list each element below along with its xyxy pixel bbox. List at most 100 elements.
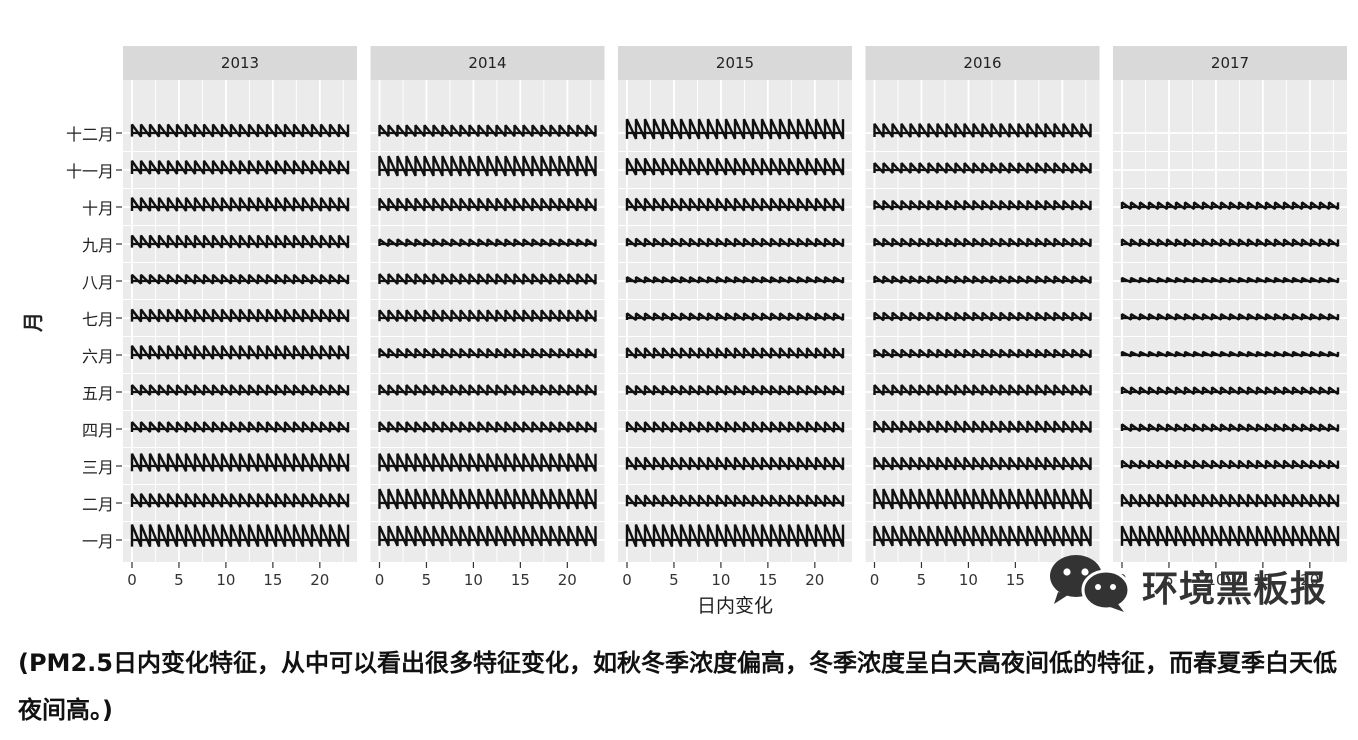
series-line-六月 [378, 347, 597, 359]
panel-2013: 2013 0 5 10 15 20 [123, 46, 357, 589]
facet-strip [618, 46, 852, 80]
series-line-二月 [378, 488, 597, 510]
y-tick-label: 二月 [82, 495, 114, 514]
series-line-三月 [378, 453, 597, 472]
x-tick-label: 15 [1006, 571, 1025, 589]
x-tick-label: 5 [422, 571, 432, 589]
series-line-九月 [130, 234, 350, 249]
series-line-三月 [873, 456, 1092, 471]
series-line-二月 [625, 494, 845, 508]
facet-strip [123, 46, 357, 80]
x-tick-label: 5 [917, 571, 927, 589]
series-line-六月 [130, 345, 350, 360]
facet-strip [865, 46, 1100, 80]
panel-background [618, 80, 852, 562]
series-line-四月 [625, 421, 845, 433]
facet-strip-label: 2013 [221, 54, 259, 72]
x-tick-label: 15 [511, 571, 530, 589]
series-line-四月 [873, 420, 1092, 434]
y-tick-label: 三月 [82, 458, 114, 477]
x-tick-label: 10 [464, 571, 483, 589]
series-line-十一月 [625, 157, 845, 176]
series-line-十月 [625, 197, 845, 212]
facet-strip-label: 2016 [963, 54, 1001, 72]
series-line-七月 [130, 308, 350, 323]
facet-strip-label: 2015 [716, 54, 754, 72]
watermark: 环境黑板报 [1046, 552, 1352, 614]
x-tick-label: 0 [127, 571, 137, 589]
panel-2017: 201705101520 [1113, 46, 1347, 589]
x-tick-label: 20 [805, 571, 824, 589]
series-line-五月 [625, 384, 845, 396]
series-line-四月 [130, 421, 350, 433]
series-line-一月 [130, 524, 350, 548]
x-tick-label: 15 [1253, 571, 1272, 589]
series-line-十月 [378, 197, 597, 212]
series-line-十月 [130, 197, 350, 212]
series-line-十一月 [873, 162, 1092, 174]
series-line-五月 [873, 384, 1092, 396]
series-line-六月 [625, 347, 845, 359]
x-tick-label: 5 [174, 571, 184, 589]
panel-background [865, 80, 1100, 562]
panel-2014: 2014 0 5 10 15 20 [370, 46, 605, 589]
x-tick-label: 20 [310, 571, 329, 589]
x-tick-label: 10 [711, 571, 730, 589]
panel-2015: 2015 0 5 10 15 20 [618, 46, 852, 589]
series-line-十二月 [873, 123, 1092, 138]
series-line-五月 [378, 384, 597, 396]
series-line-五月 [130, 384, 350, 396]
series-line-八月 [130, 273, 350, 285]
x-tick-label: 15 [758, 571, 777, 589]
wechat-icon [1050, 555, 1131, 612]
x-tick-label: 20 [1300, 571, 1319, 589]
series-line-十一月 [378, 155, 597, 177]
series-line-七月 [378, 309, 597, 323]
series-line-十月 [873, 199, 1092, 211]
series-line-十二月 [625, 118, 845, 140]
x-tick-label: 0 [870, 571, 880, 589]
y-tick-label: 七月 [82, 310, 114, 329]
series-line-四月 [378, 421, 597, 433]
x-tick-label: 10 [216, 571, 235, 589]
x-tick-label: 20 [558, 571, 577, 589]
x-tick-label: 5 [669, 571, 679, 589]
x-axis-title: 日内变化 [697, 595, 773, 617]
y-tick-label: 九月 [82, 236, 114, 255]
x-tick-label: 10 [959, 571, 978, 589]
y-axis: 一月 二月 三月 四月 五月 六月 七月 八月 九月 十月 十一月 十二月 [66, 125, 122, 551]
y-tick-label: 十月 [82, 199, 114, 218]
series-line-八月 [378, 273, 597, 285]
y-tick-label: 五月 [82, 384, 114, 403]
facet-strip [1113, 46, 1347, 80]
y-tick-label: 十二月 [66, 125, 114, 144]
y-tick-label: 十一月 [66, 162, 114, 181]
facet-strip-label: 2014 [468, 54, 506, 72]
x-tick-label: 0 [622, 571, 632, 589]
series-line-一月 [1120, 525, 1340, 547]
series-line-一月 [873, 525, 1092, 547]
y-tick-label: 一月 [82, 532, 114, 551]
figure-caption: (PM2.5日内变化特征，从中可以看出很多特征变化，如秋冬季浓度偏高，冬季浓度呈… [18, 649, 1337, 724]
series-line-二月 [130, 493, 350, 508]
y-tick-label: 八月 [82, 273, 114, 292]
series-line-十二月 [378, 124, 597, 138]
x-tick-label: 5 [1164, 571, 1174, 589]
series-line-十二月 [130, 123, 350, 138]
y-tick-label: 四月 [82, 421, 114, 440]
facet-strip-label: 2017 [1211, 54, 1249, 72]
y-axis-title: 月 [21, 312, 45, 333]
series-line-一月 [378, 525, 597, 547]
series-line-十一月 [130, 160, 350, 175]
series-line-二月 [1120, 493, 1340, 508]
x-tick-label: 10 [1206, 571, 1225, 589]
series-line-三月 [625, 456, 845, 471]
panel-background [1113, 80, 1347, 562]
series-line-一月 [625, 524, 845, 548]
y-tick-label: 六月 [82, 347, 114, 366]
x-tick-label: 0 [375, 571, 385, 589]
x-tick-label: 15 [263, 571, 282, 589]
